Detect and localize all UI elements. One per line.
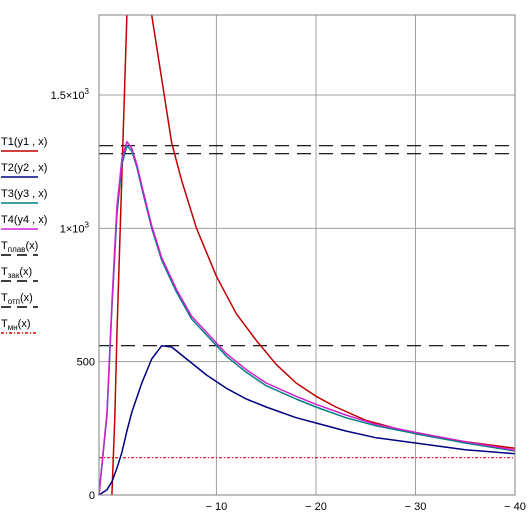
legend-label: T3(y3 , x) <box>1 188 47 200</box>
x-tick-label: − 10 <box>206 501 228 513</box>
legend-label: Tотп(x) <box>1 292 33 306</box>
legend-label: T4(y4 , x) <box>1 214 47 226</box>
x-tick-label: − 40 <box>504 501 526 513</box>
y-tick-label: 1×103 <box>60 220 90 235</box>
legend-label: Tплав(x) <box>1 240 38 254</box>
legend-entry: T4(y4 , x) <box>1 214 47 230</box>
reference-lines <box>99 145 515 459</box>
y-tick-label: 1.5×103 <box>51 87 90 102</box>
legend: T1(y1 , x) T2(y2 , x) T3(y3 , x) T4(y4 , x)… <box>1 136 47 334</box>
tick-labels: − 10 − 20 − 30 − 40 0 500 1×103 1.5×103 <box>51 87 526 513</box>
legend-entry: Tмн(x) <box>1 318 38 334</box>
legend-entry: T2(y2 , x) <box>1 162 47 178</box>
legend-entry: T1(y1 , x) <box>1 136 47 152</box>
x-tick-label: − 20 <box>305 501 327 513</box>
legend-entry: Tотп(x) <box>1 292 38 308</box>
series-line-4 <box>98 140 516 496</box>
plot-frame <box>98 14 516 496</box>
legend-label: Tмн(x) <box>1 318 30 332</box>
y-tick-label: 0 <box>89 490 95 502</box>
legend-label: T2(y2 , x) <box>1 162 47 174</box>
legend-entry: Tзак(x) <box>1 266 38 282</box>
x-tick-label: − 30 <box>405 501 427 513</box>
series-layer <box>98 14 516 496</box>
y-tick-label: 500 <box>77 357 95 369</box>
legend-label: T1(y1 , x) <box>1 136 47 148</box>
series-line-3 <box>98 144 516 496</box>
legend-label: Tзак(x) <box>1 266 32 280</box>
series-line-2 <box>98 344 516 496</box>
legend-entry: T3(y3 , x) <box>1 188 47 204</box>
legend-entry: Tплав(x) <box>1 240 38 256</box>
